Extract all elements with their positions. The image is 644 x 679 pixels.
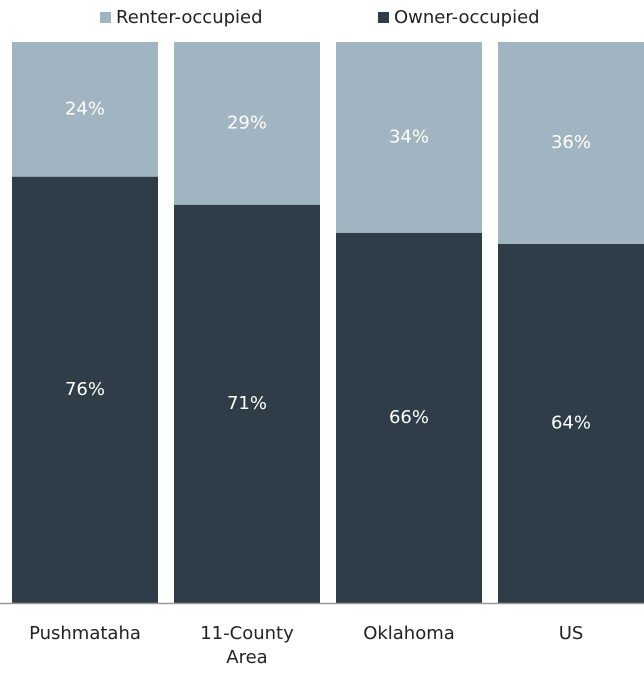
legend-swatch <box>378 12 389 23</box>
x-tick-label: Pushmataha <box>29 623 141 644</box>
value-label: 34% <box>389 126 429 147</box>
x-tick-label: US <box>558 623 584 644</box>
bar-segment <box>498 243 644 603</box>
value-label: 66% <box>389 407 429 428</box>
bar-segment <box>498 42 644 244</box>
bar-segment <box>174 42 320 205</box>
bar-segment <box>336 232 482 604</box>
value-label: 64% <box>551 412 591 433</box>
bar-segment <box>336 42 482 233</box>
legend-swatch <box>100 12 111 23</box>
bar-segment <box>12 176 158 603</box>
x-tick-label: 11-County Area <box>200 623 294 668</box>
bar-segment <box>12 42 158 177</box>
value-label: 36% <box>551 132 591 153</box>
value-label: 71% <box>227 393 267 414</box>
x-tick-label: Oklahoma <box>363 623 455 644</box>
bar-segment <box>174 204 320 603</box>
legend-label: Renter-occupied <box>116 7 263 28</box>
value-label: 76% <box>65 379 105 400</box>
value-label: 29% <box>227 112 267 133</box>
value-label: 24% <box>65 98 105 119</box>
legend-label: Owner-occupied <box>394 7 540 28</box>
